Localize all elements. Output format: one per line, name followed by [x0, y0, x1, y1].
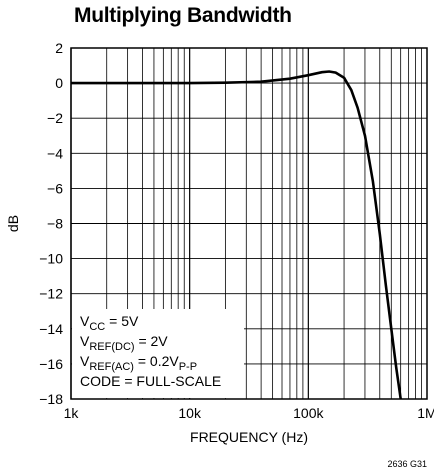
y-tick-labels: 2 0 −2 −4 −6 −8 −10 −12 −14 −16 −18 — [39, 40, 63, 407]
y-tick-label: −8 — [47, 216, 63, 232]
y-tick-label: −10 — [39, 251, 63, 267]
annotation-line: VCC = 5V — [80, 313, 139, 333]
x-tick-label: 1M — [417, 405, 434, 421]
chart-title: Multiplying Bandwidth — [74, 4, 292, 27]
y-tick-label: −16 — [39, 356, 63, 372]
y-tick-label: −18 — [39, 391, 63, 407]
x-axis-label: FREQUENCY (Hz) — [190, 429, 308, 445]
y-tick-label: −14 — [39, 321, 63, 337]
annotation-line: VREF(AC) = 0.2VP-P — [80, 353, 197, 373]
series-line — [71, 70, 402, 400]
plot-frame — [70, 47, 428, 400]
annotation-line: VREF(DC) = 2V — [80, 333, 168, 353]
y-tick-label: −4 — [47, 145, 63, 161]
y-tick-label: −2 — [47, 110, 63, 126]
y-tick-label: 0 — [55, 75, 63, 91]
figure-code: 2636 G31 — [387, 459, 427, 469]
x-tick-labels: 1k 10k 100k 1M — [64, 405, 434, 421]
annotation-box — [72, 309, 244, 398]
y-tick-label: 2 — [55, 40, 63, 56]
annotation-line: CODE = FULL-SCALE — [80, 373, 221, 389]
y-tick-label: −12 — [39, 286, 63, 302]
y-axis-label: dB — [5, 215, 21, 232]
x-tick-label: 10k — [178, 405, 202, 421]
x-tick-label: 100k — [293, 405, 324, 421]
y-tick-label: −6 — [47, 180, 63, 196]
x-tick-label: 1k — [64, 405, 80, 421]
